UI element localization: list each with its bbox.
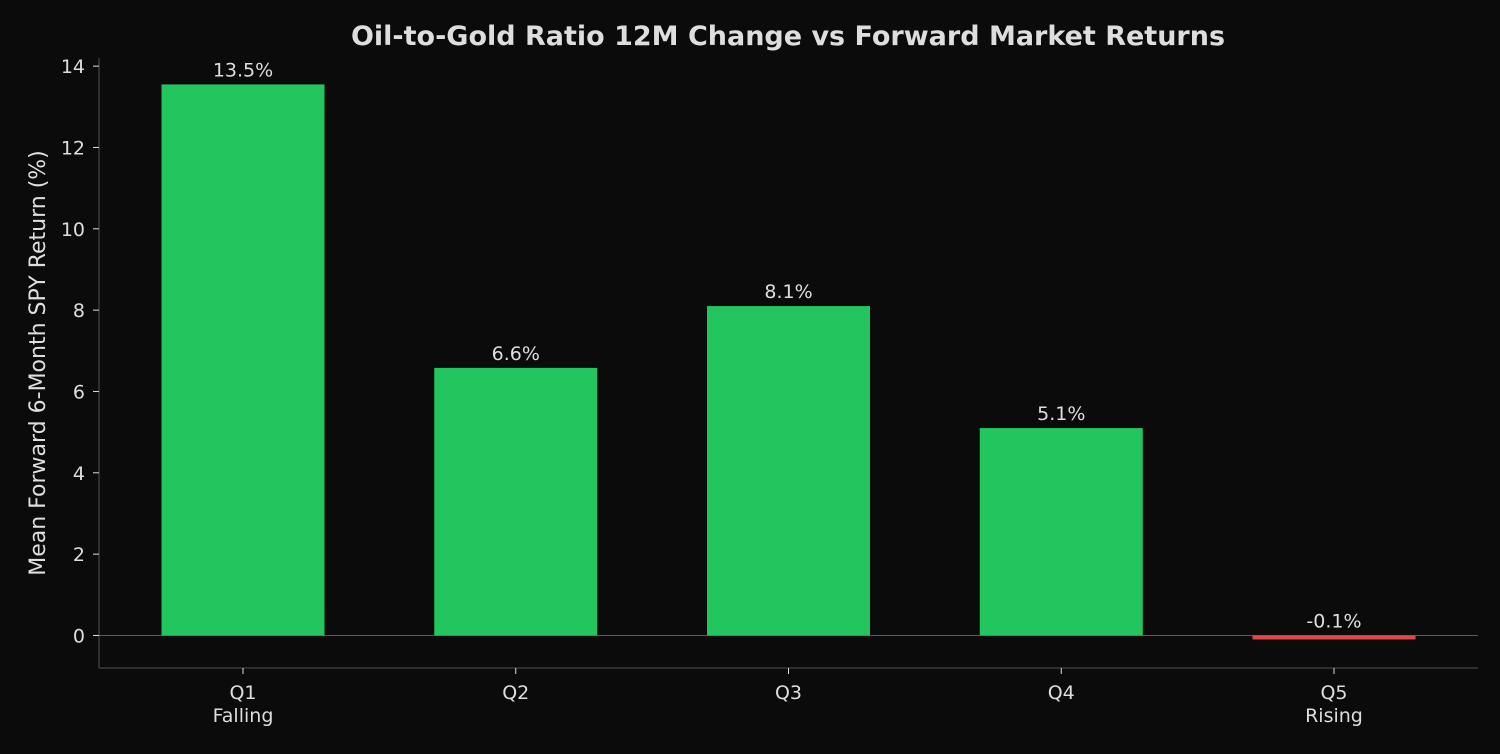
bar-value-label: 5.1% — [1037, 403, 1085, 425]
y-tick-label: 14 — [61, 56, 85, 78]
bar — [1252, 635, 1416, 640]
y-tick-label: 10 — [61, 219, 85, 241]
chart-title: Oil-to-Gold Ratio 12M Change vs Forward … — [351, 21, 1225, 52]
x-tick-label: Q2 — [502, 682, 529, 704]
x-tick-label: Q3 — [775, 682, 802, 704]
x-tick-label: Q5 Rising — [1305, 682, 1363, 727]
bar-value-label: 8.1% — [764, 281, 812, 303]
y-tick-label: 8 — [73, 300, 85, 322]
bar — [979, 428, 1143, 636]
bar — [707, 306, 870, 636]
plot-area: 0 2 4 6 8 10 12 14 13.5% Q1 Falling 6.6% Q2 8.1% Q3 5.1… — [61, 56, 1478, 727]
y-tick-label: 6 — [73, 381, 85, 403]
y-tick-label: 0 — [73, 625, 85, 647]
bar-value-label: 6.6% — [492, 343, 540, 365]
y-tick-label: 4 — [73, 463, 85, 485]
bar-value-label: 13.5% — [213, 59, 273, 81]
bar — [434, 367, 598, 636]
y-tick-label: 2 — [73, 544, 85, 566]
y-axis-label: Mean Forward 6-Month SPY Return (%) — [26, 150, 51, 576]
x-tick-label: Q4 — [1048, 682, 1075, 704]
bar-value-label: -0.1% — [1306, 610, 1361, 632]
bar — [161, 84, 325, 636]
y-tick-label: 12 — [61, 137, 85, 159]
x-tick-label: Q1 Falling — [213, 682, 274, 727]
